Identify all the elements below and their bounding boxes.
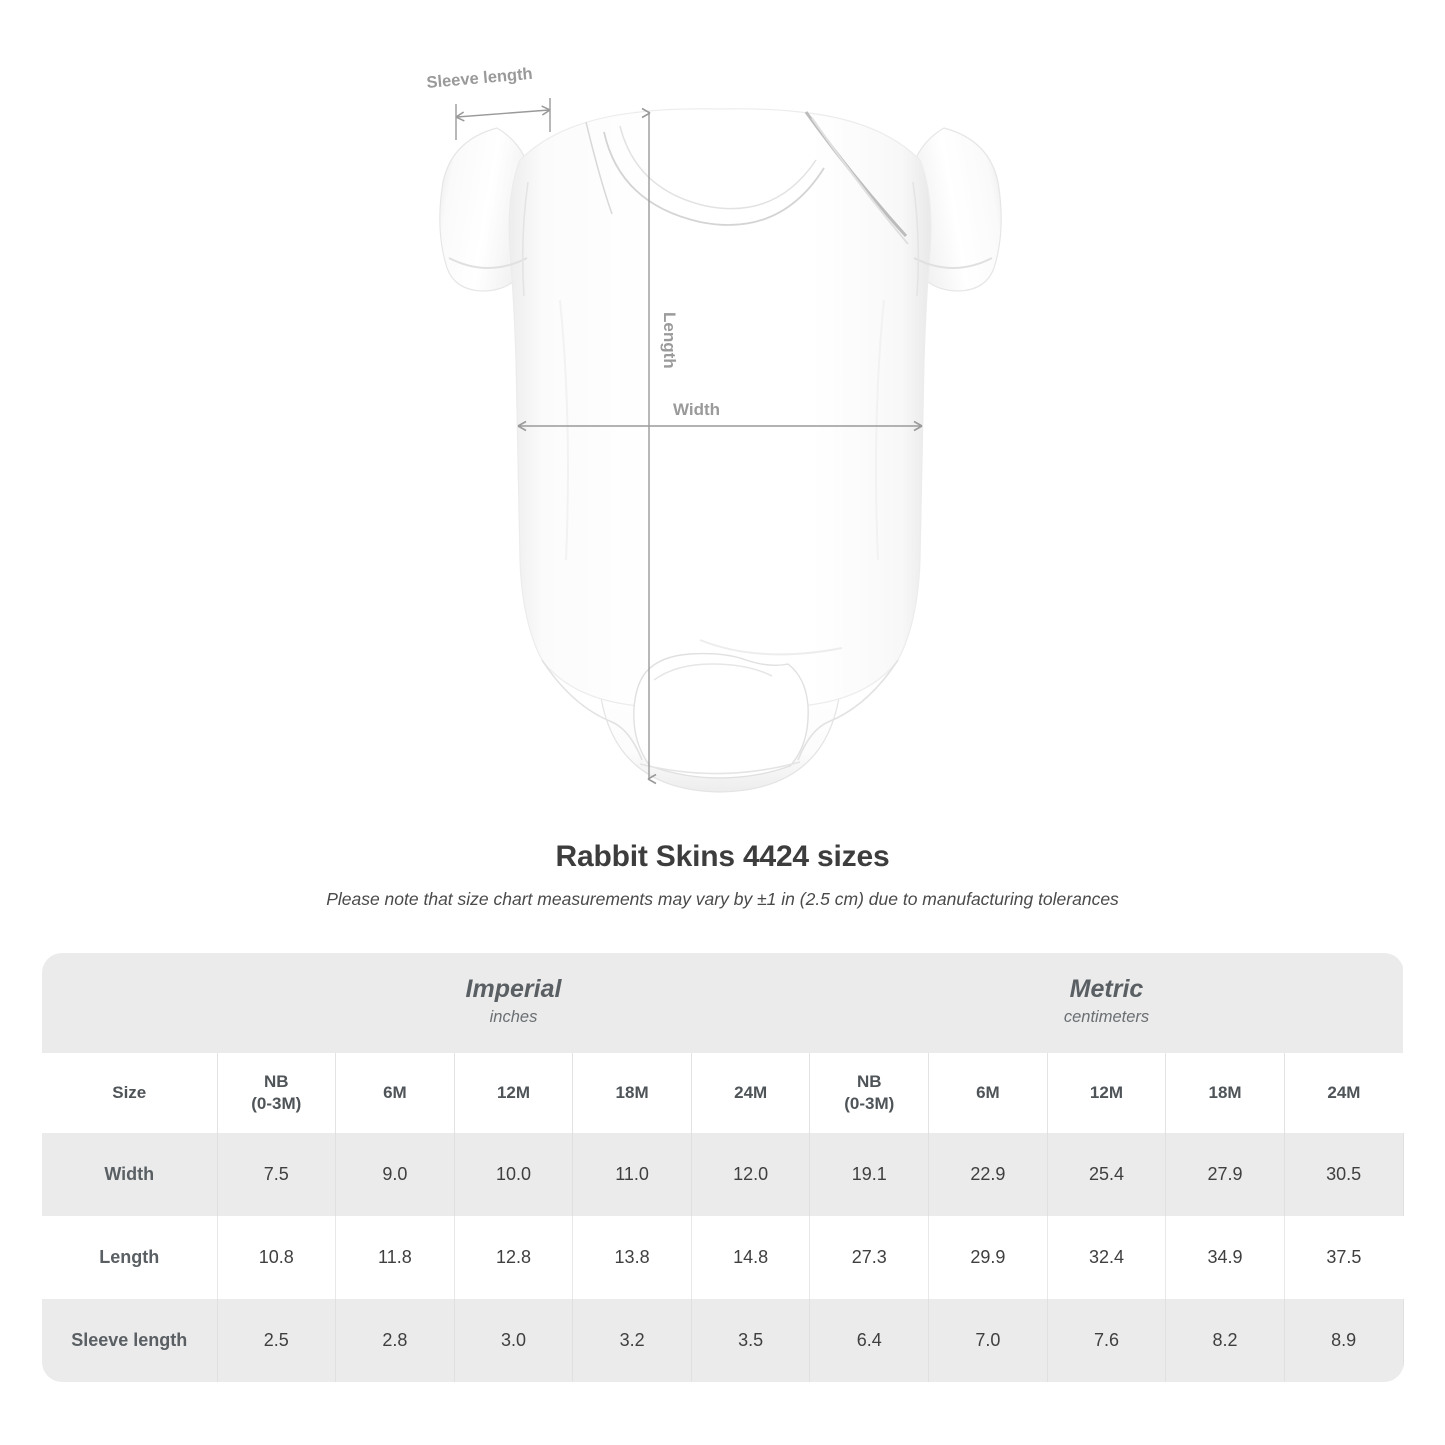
unit-group-metric-units: centimeters <box>1063 1007 1150 1026</box>
cell-sleeve-6m-metric: 7.0 <box>928 1298 1048 1382</box>
cell-width-18m-metric: 27.9 <box>1165 1132 1285 1216</box>
size-main: 6M <box>383 1083 407 1103</box>
cell-width-18m-imperial: 11.0 <box>572 1132 692 1216</box>
cell-length-6m-imperial: 11.8 <box>335 1215 455 1299</box>
size-main: NB <box>857 1072 882 1092</box>
cell-sleeve-12m-metric: 7.6 <box>1047 1298 1167 1382</box>
tolerance-note: Please note that size chart measurements… <box>326 889 1119 909</box>
length-dimension: Length <box>641 107 679 785</box>
row-label-width: Width <box>42 1132 218 1216</box>
column-header-size-24m-imperial: 24M <box>691 1052 811 1133</box>
width-label: Width <box>673 400 720 419</box>
garment-diagram: Sleeve length Length Width <box>426 65 1002 793</box>
cell-width-12m-imperial: 10.0 <box>454 1132 574 1216</box>
cell-width-24m-imperial: 12.0 <box>691 1132 811 1216</box>
size-main: 24M <box>1327 1083 1361 1103</box>
width-dimension: Width <box>517 400 923 432</box>
cell-width-nb-metric: 19.1 <box>809 1132 930 1216</box>
column-header-size-12m-metric: 12M <box>1047 1052 1167 1133</box>
size-main: 12M <box>496 1083 531 1103</box>
cell-sleeve-6m-imperial: 2.8 <box>335 1298 455 1382</box>
cell-length-18m-metric: 34.9 <box>1165 1215 1285 1299</box>
column-header-size-6m-metric: 6M <box>928 1052 1048 1133</box>
size-main: 18M <box>615 1083 649 1103</box>
cell-length-24m-metric: 37.5 <box>1284 1215 1403 1299</box>
chart-heading: Rabbit Skins 4424 sizes Please note that… <box>0 840 1445 910</box>
page-title: Rabbit Skins 4424 sizes <box>555 840 890 873</box>
column-header-size: Size <box>42 1052 218 1133</box>
cell-sleeve-nb-metric: 6.4 <box>809 1298 930 1382</box>
length-label: Length <box>660 312 679 369</box>
size-main: 24M <box>734 1083 768 1103</box>
cell-sleeve-24m-metric: 8.9 <box>1284 1298 1404 1382</box>
size-main: 12M <box>1089 1083 1123 1103</box>
unit-system-header-row: Imperial inches Metric centimeters <box>42 953 1403 1053</box>
unit-group-imperial-units: inches <box>489 1007 538 1026</box>
cell-sleeve-24m-imperial: 3.5 <box>691 1298 811 1382</box>
cell-length-nb-imperial: 10.8 <box>217 1215 337 1299</box>
cell-width-12m-metric: 25.4 <box>1047 1132 1167 1216</box>
size-sub: (0-3M) <box>844 1093 895 1113</box>
column-header-size-24m-metric: 24M <box>1284 1052 1403 1133</box>
cell-length-18m-imperial: 13.8 <box>572 1215 692 1299</box>
size-main: NB <box>264 1072 289 1092</box>
size-chart-table: Imperial inches Metric centimeters Size … <box>42 953 1404 1382</box>
cell-length-24m-imperial: 14.8 <box>691 1215 811 1299</box>
sleeve-length-label: Sleeve length <box>426 65 534 92</box>
column-header-size-18m-metric: 18M <box>1165 1052 1285 1133</box>
unit-group-metric: Metric centimeters <box>809 953 1403 1053</box>
unit-group-imperial: Imperial inches <box>217 953 810 1053</box>
cell-width-6m-metric: 22.9 <box>928 1132 1048 1216</box>
row-label-length: Length <box>42 1215 218 1299</box>
cell-length-12m-metric: 32.4 <box>1047 1215 1167 1299</box>
size-main: 18M <box>1208 1083 1242 1103</box>
cell-sleeve-18m-metric: 8.2 <box>1165 1298 1285 1382</box>
size-main: 6M <box>976 1083 1000 1103</box>
cell-length-nb-metric: 27.3 <box>809 1215 930 1299</box>
table-row: Width 7.5 9.0 10.0 11.0 12.0 19.1 22.9 2… <box>42 1132 1404 1216</box>
cell-sleeve-nb-imperial: 2.5 <box>217 1298 337 1382</box>
column-header-size-6m-imperial: 6M <box>335 1052 455 1133</box>
unit-group-imperial-name: Imperial <box>465 975 562 1003</box>
sleeve-length-dimension: Sleeve length <box>426 65 551 140</box>
column-header-size-18m-imperial: 18M <box>572 1052 692 1133</box>
unit-group-metric-name: Metric <box>1069 975 1144 1003</box>
column-header-size-12m-imperial: 12M <box>454 1052 574 1133</box>
unit-header-spacer <box>42 953 217 1053</box>
cell-width-nb-imperial: 7.5 <box>217 1132 337 1216</box>
size-header-row: Size NB (0-3M) 6M 12M 18M 24M N <box>42 1052 1403 1133</box>
column-header-size-nb-metric: NB (0-3M) <box>809 1052 930 1133</box>
table-row: Sleeve length 2.5 2.8 3.0 3.2 3.5 6.4 7.… <box>42 1298 1404 1382</box>
column-header-size-nb-imperial: NB (0-3M) <box>217 1052 337 1133</box>
cell-sleeve-18m-imperial: 3.2 <box>572 1298 692 1382</box>
size-chart-table-wrapper: Imperial inches Metric centimeters Size … <box>42 953 1404 1382</box>
row-label-sleeve-length: Sleeve length <box>42 1298 218 1382</box>
table-row: Length 10.8 11.8 12.8 13.8 14.8 27.3 29.… <box>42 1215 1403 1299</box>
cell-length-6m-metric: 29.9 <box>928 1215 1048 1299</box>
cell-width-24m-metric: 30.5 <box>1284 1132 1404 1216</box>
size-sub: (0-3M) <box>251 1093 302 1113</box>
bodysuit-illustration <box>439 108 1002 793</box>
cell-length-12m-imperial: 12.8 <box>454 1215 574 1299</box>
cell-sleeve-12m-imperial: 3.0 <box>454 1298 574 1382</box>
cell-width-6m-imperial: 9.0 <box>335 1132 455 1216</box>
